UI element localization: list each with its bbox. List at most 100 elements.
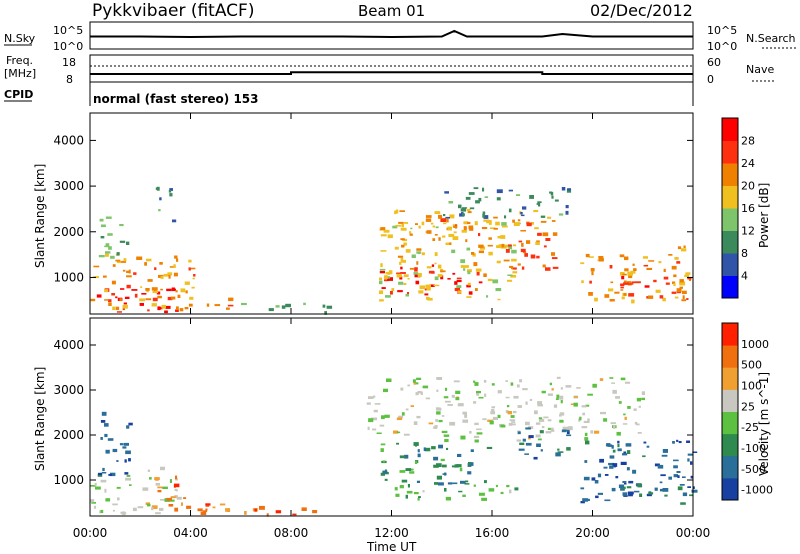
y-tick-label: 1000 [53, 270, 84, 284]
heatmap-cell [119, 298, 122, 302]
heatmap-cell [434, 234, 438, 236]
heatmap-cell [511, 258, 517, 262]
freq-right-tick-bottom: 0 [707, 73, 714, 86]
heatmap-cell [188, 267, 191, 271]
heatmap-cell [126, 270, 131, 273]
heatmap-cell [508, 208, 512, 213]
heatmap-cell [244, 511, 247, 515]
heatmap-cell [501, 225, 508, 228]
heatmap-cell [170, 296, 176, 300]
heatmap-cell [417, 453, 421, 458]
heatmap-cell [673, 474, 678, 478]
heatmap-cell [567, 426, 573, 431]
heatmap-cell [677, 246, 682, 250]
heatmap-cell [466, 209, 471, 211]
heatmap-cell [525, 401, 528, 405]
heatmap-cell [171, 288, 176, 291]
heatmap-cell [633, 408, 637, 411]
heatmap-cell [125, 450, 131, 455]
colorbar-segment [722, 345, 738, 368]
colorbar-frame [721, 117, 739, 299]
heatmap-cell [326, 305, 333, 309]
heatmap-cell [241, 302, 247, 306]
heatmap-cell [606, 443, 611, 445]
heatmap-cell [418, 225, 421, 229]
heatmap-cell [679, 484, 685, 486]
heatmap-cell [552, 232, 558, 236]
figure-title: Pykkvibaer (fitACF) [92, 1, 254, 21]
heatmap-cell [580, 262, 585, 265]
heatmap-cell [384, 478, 388, 481]
heatmap-cell [529, 195, 534, 199]
heatmap-cell [161, 304, 166, 309]
heatmap-cell [122, 304, 128, 309]
heatmap-cell [401, 412, 405, 416]
heatmap-cell [400, 238, 405, 241]
heatmap-cell [557, 448, 560, 451]
heatmap-cell [189, 296, 194, 300]
heatmap-cell [414, 267, 418, 270]
heatmap-cell [558, 213, 564, 216]
heatmap-cell [481, 227, 488, 230]
heatmap-cell [478, 244, 484, 248]
heatmap-cell [533, 456, 538, 460]
heatmap-cell [609, 465, 614, 469]
heatmap-cell [173, 272, 178, 277]
heatmap-cell [380, 472, 385, 476]
heatmap-cell [451, 249, 456, 254]
heatmap-cell [397, 290, 403, 293]
freq-left-tick-top: 18 [62, 56, 76, 69]
heatmap-cell [443, 222, 447, 225]
heatmap-cell [686, 440, 690, 443]
heatmap-cell [526, 222, 532, 227]
heatmap-cell [582, 498, 588, 502]
heatmap-cell [459, 467, 463, 472]
heatmap-cell [417, 449, 420, 453]
heatmap-cell [619, 254, 625, 258]
heatmap-cell [623, 413, 626, 416]
heatmap-cell [591, 477, 596, 481]
velocity-ylabel: Slant Range [km] [33, 367, 47, 471]
heatmap-cell [122, 446, 127, 449]
heatmap-cell [541, 390, 546, 394]
heatmap-cell [438, 444, 443, 449]
heatmap-cell [431, 264, 435, 267]
heatmap-cell [553, 404, 558, 408]
heatmap-cell [557, 451, 564, 453]
heatmap-cell [678, 441, 682, 444]
heatmap-cell [174, 507, 179, 512]
heatmap-cell [583, 476, 590, 481]
heatmap-cell [100, 437, 103, 440]
heatmap-cell [687, 458, 690, 462]
heatmap-cell [144, 262, 147, 266]
heatmap-cell [444, 439, 449, 443]
heatmap-cell [379, 268, 386, 271]
heatmap-cell [517, 263, 521, 266]
heatmap-cell [387, 277, 393, 281]
heatmap-cell [625, 443, 632, 447]
heatmap-cell [415, 280, 420, 285]
velocity-y-axis: 1000 2000 3000 4000 [53, 338, 693, 487]
heatmap-cell [101, 472, 107, 474]
heatmap-cell [105, 449, 110, 454]
heatmap-cell [174, 483, 180, 488]
velocity-colorbar: 1000 500 100 25 -25 -100 -500 -1000 [721, 322, 773, 501]
heatmap-cell [180, 288, 186, 293]
heatmap-cell [611, 382, 615, 384]
heatmap-cell [541, 426, 545, 429]
heatmap-cell [687, 486, 691, 488]
heatmap-cell [610, 281, 614, 284]
heatmap-cell [476, 393, 480, 396]
heatmap-cell [457, 290, 462, 294]
heatmap-cell [372, 428, 377, 431]
heatmap-cell [409, 231, 412, 234]
heatmap-cell [547, 419, 552, 422]
heatmap-cell [573, 402, 578, 407]
heatmap-cell [513, 222, 520, 226]
heatmap-cell [496, 260, 501, 264]
heatmap-cell [403, 274, 409, 278]
heatmap-cell [464, 483, 470, 485]
heatmap-cell [440, 270, 446, 273]
heatmap-cell [120, 288, 125, 290]
heatmap-cell [637, 432, 642, 434]
